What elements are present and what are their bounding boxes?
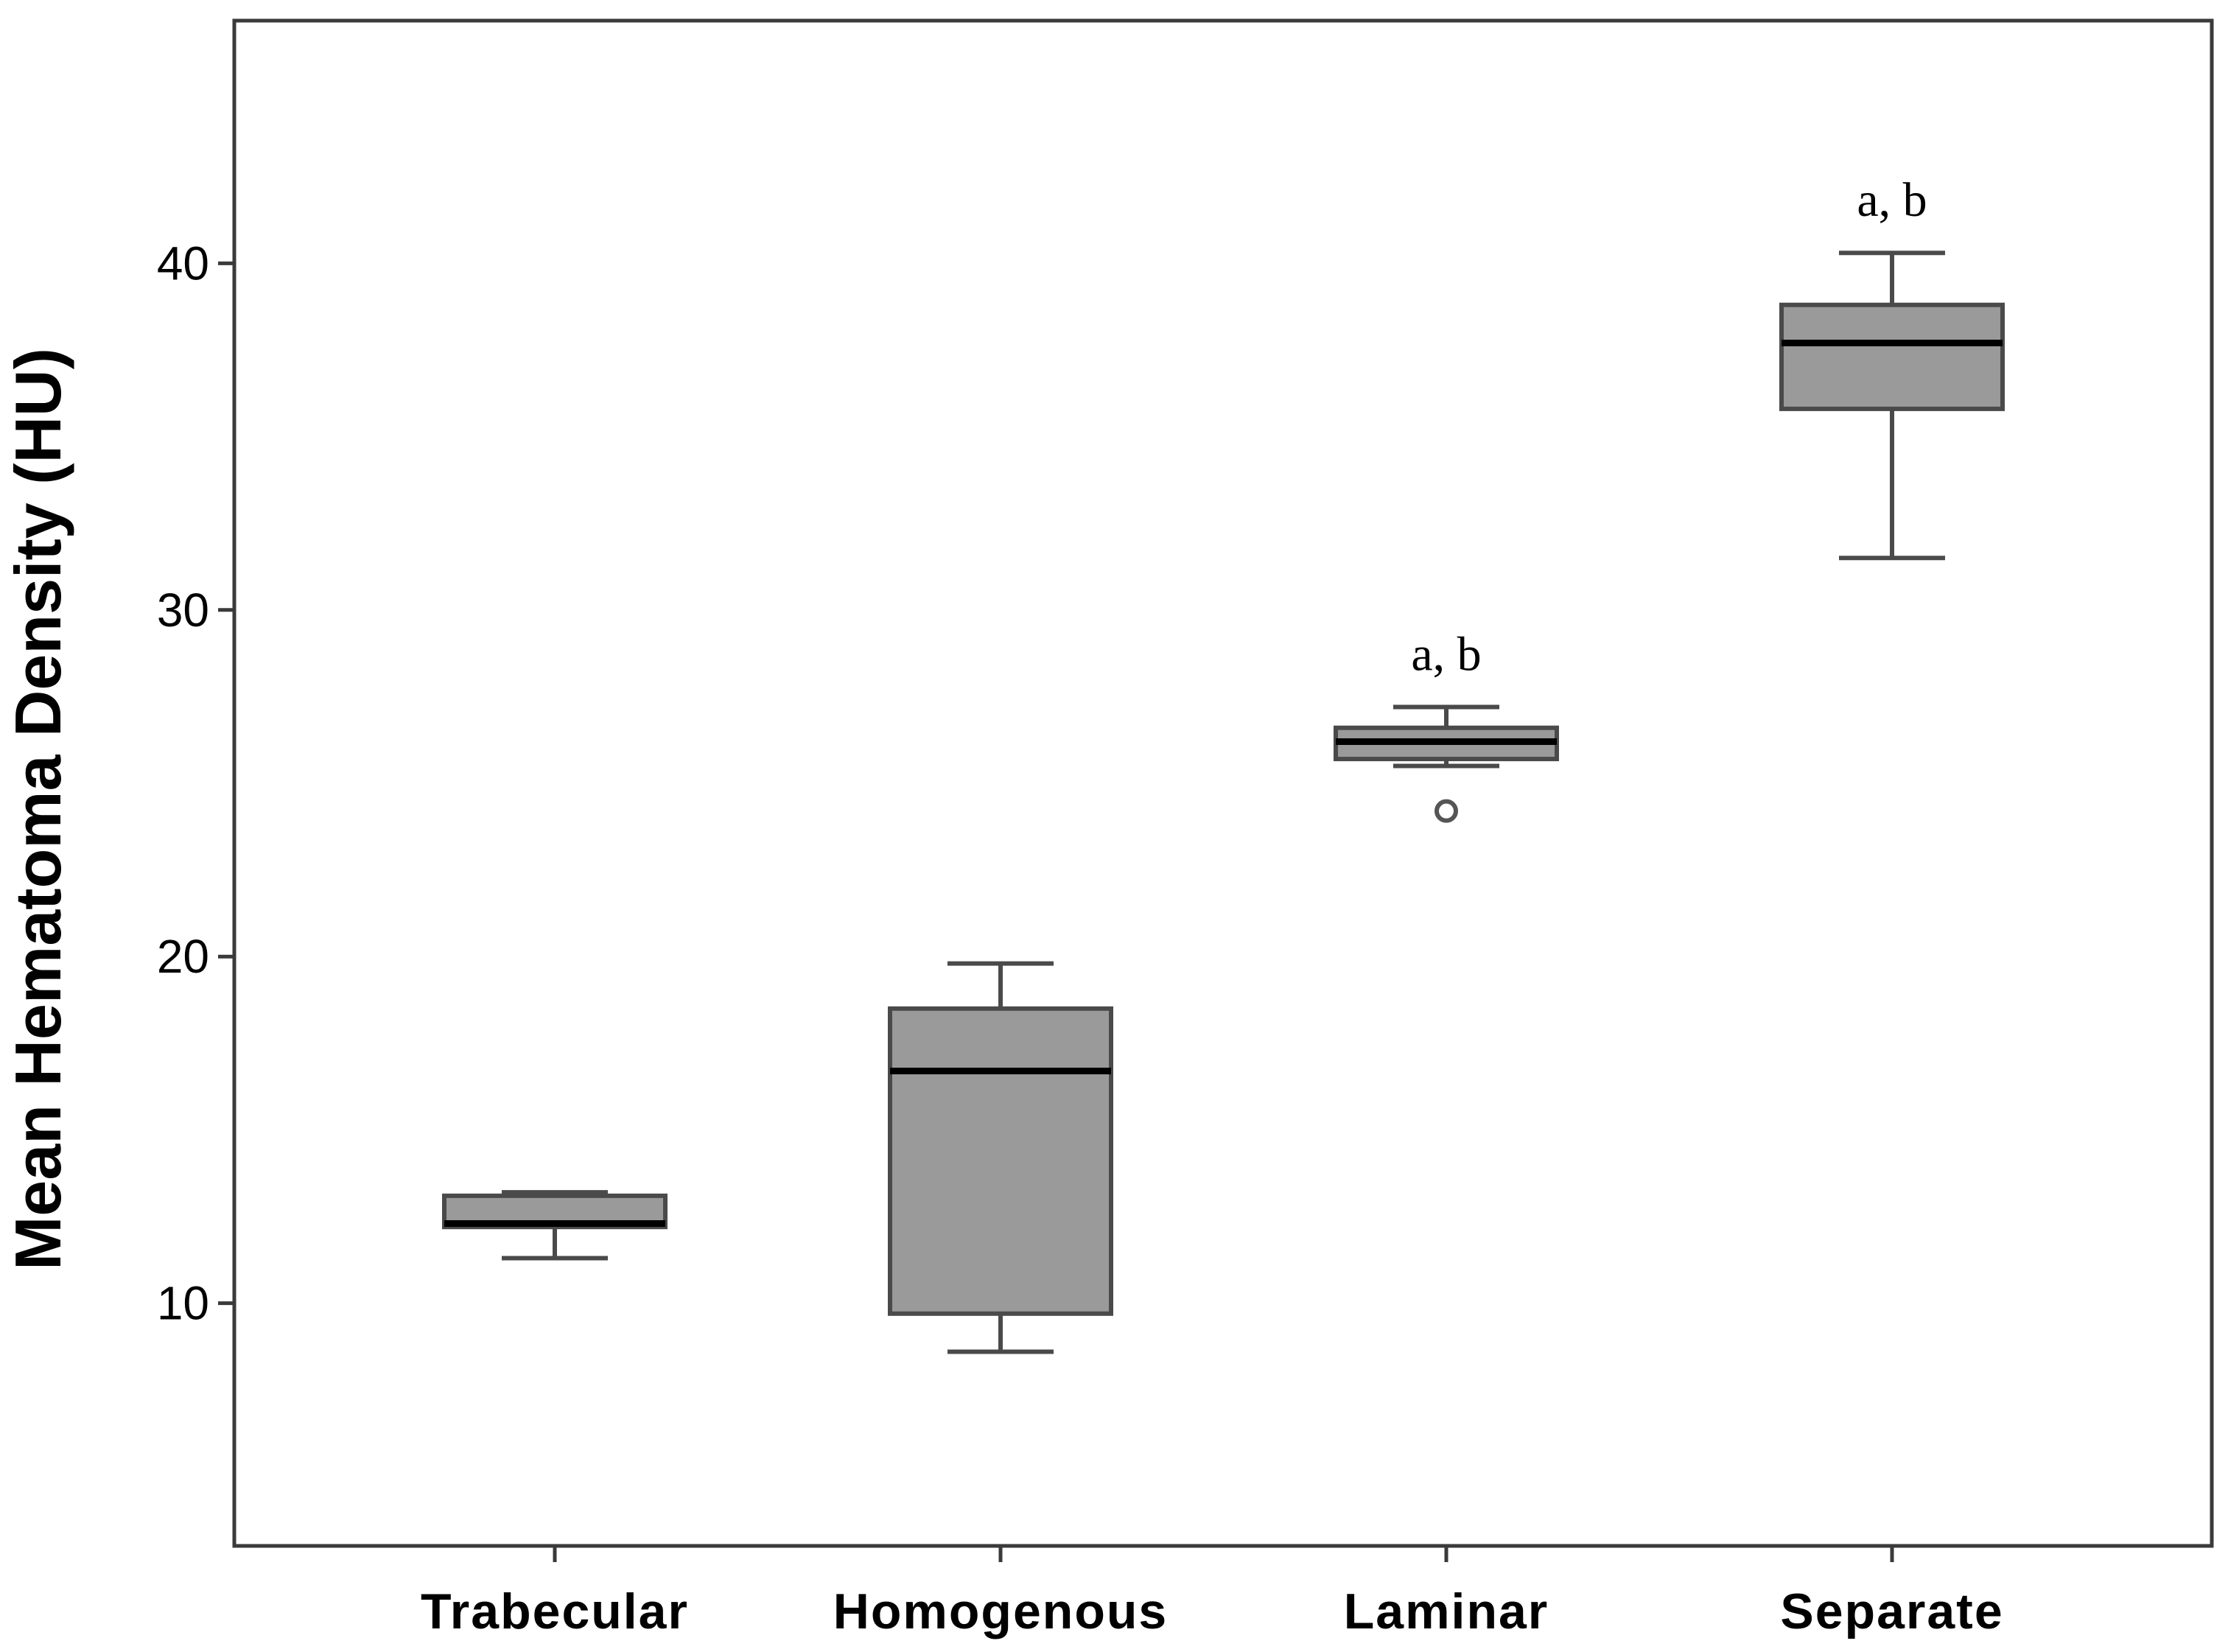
- annotation-separate: a, b: [1857, 173, 1927, 227]
- y-tick-label-20: 20: [157, 930, 209, 983]
- box-series: a, b a, b: [442, 173, 2005, 1354]
- annotation-laminar: a, b: [1411, 628, 1481, 682]
- box-laminar: a, b: [1334, 628, 1559, 823]
- box-homogenous: [888, 961, 1113, 1354]
- box-separate: a, b: [1779, 173, 2005, 561]
- x-tick-label-homogenous: Homogenous: [833, 1583, 1168, 1639]
- iqr-box-homogenous: [888, 1006, 1113, 1316]
- x-tick-label-laminar: Laminar: [1344, 1583, 1549, 1639]
- iqr-box-separate: [1779, 302, 2005, 411]
- y-axis: 10 20 30 40: [157, 237, 234, 1330]
- x-axis: Trabecular Homogenous Laminar Separate: [421, 1546, 2003, 1639]
- y-axis-title: Mean Hematoma Density (HU): [1, 348, 74, 1270]
- x-tick-label-trabecular: Trabecular: [421, 1583, 689, 1639]
- outlier-laminar-0: [1434, 799, 1458, 823]
- y-tick-label-30: 30: [157, 584, 209, 637]
- y-tick-label-40: 40: [157, 237, 209, 290]
- y-tick-label-10: 10: [157, 1277, 209, 1330]
- plot-frame: [232, 18, 2214, 1548]
- x-tick-label-separate: Separate: [1780, 1583, 2003, 1639]
- box-trabecular: [442, 1190, 668, 1261]
